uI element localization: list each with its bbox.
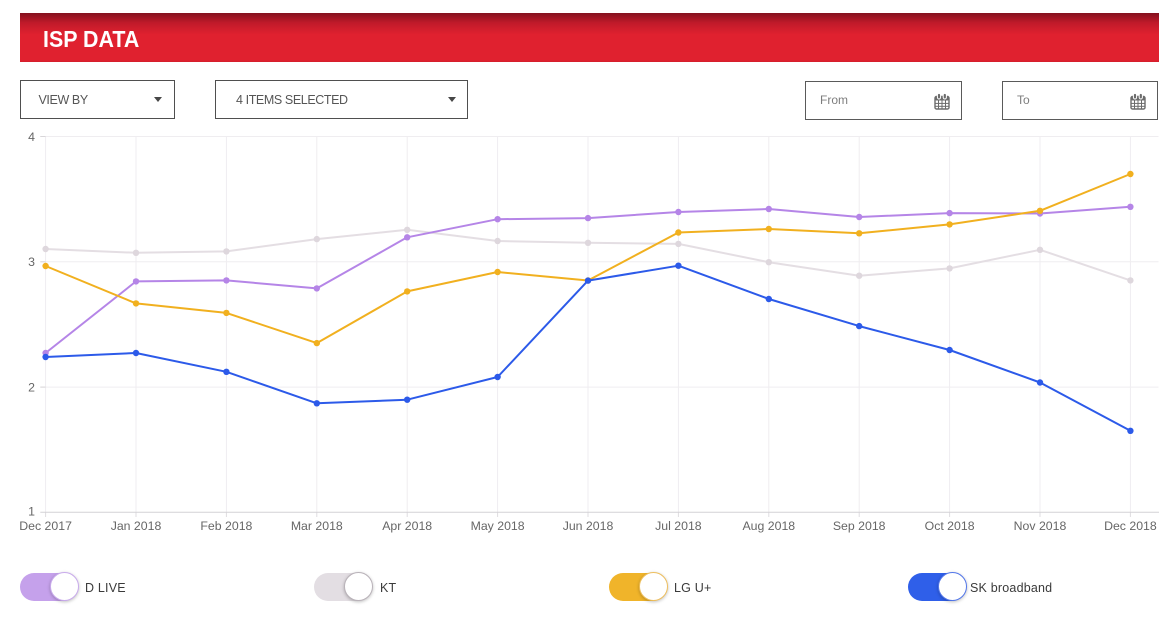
svg-text:Jan 2018: Jan 2018	[111, 519, 162, 533]
svg-text:May 2018: May 2018	[471, 519, 525, 533]
svg-text:Dec 2017: Dec 2017	[19, 519, 72, 533]
svg-text:Jul 2018: Jul 2018	[655, 519, 702, 533]
svg-text:Aug 2018: Aug 2018	[742, 519, 795, 533]
svg-text:Mar 2018: Mar 2018	[291, 519, 343, 533]
svg-text:1: 1	[28, 505, 35, 519]
svg-text:Nov 2018: Nov 2018	[1014, 519, 1067, 533]
svg-text:Oct 2018: Oct 2018	[925, 519, 975, 533]
svg-text:4: 4	[28, 130, 35, 144]
svg-text:Apr 2018: Apr 2018	[382, 519, 432, 533]
svg-text:Dec 2018: Dec 2018	[1104, 519, 1157, 533]
svg-text:Feb 2018: Feb 2018	[200, 519, 252, 533]
svg-text:Sep 2018: Sep 2018	[833, 519, 886, 533]
svg-text:Jun 2018: Jun 2018	[563, 519, 614, 533]
svg-text:2: 2	[28, 380, 35, 394]
svg-text:3: 3	[28, 255, 35, 269]
